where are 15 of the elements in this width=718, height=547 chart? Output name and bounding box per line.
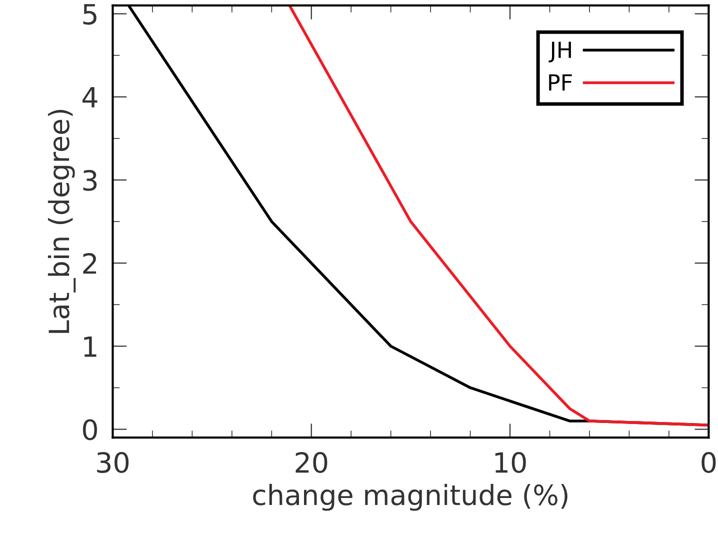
legend-label: PF [549,74,572,91]
x-tick-label: 10 [495,452,526,473]
y-tick-label: 2 [83,253,96,274]
y-tick-label: 3 [83,170,97,191]
x-tick-label: 0 [702,452,716,473]
y-tick-label: 1 [84,336,96,357]
y-tick-label: 5 [83,4,96,25]
legend-label: JH [548,42,571,62]
x-axis-title: change magnitude (%) [253,484,568,511]
x-tick-label: 20 [296,452,328,473]
x-tick-label: 30 [97,452,129,473]
line-series [288,5,709,427]
y-tick-label: 0 [82,419,97,440]
y-axis-title: Lat_bin (degree) [48,110,76,333]
y-tick-label: 4 [82,87,98,108]
